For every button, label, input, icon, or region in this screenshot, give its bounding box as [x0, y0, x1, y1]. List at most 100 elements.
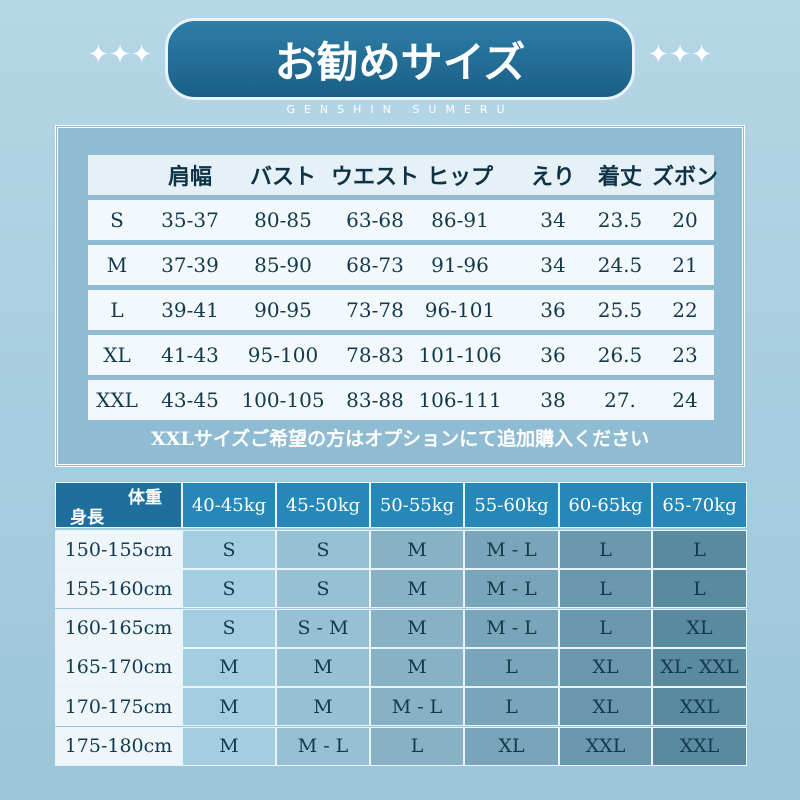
cell: 36 [540, 298, 566, 322]
cell: XXL [652, 726, 747, 766]
cell: S [182, 608, 276, 648]
cell: M [106, 253, 128, 277]
cell: 22 [672, 298, 698, 322]
cell: XXL [559, 726, 652, 766]
cell: S - M [276, 608, 370, 648]
column-header: 肩幅 [167, 164, 212, 190]
cell: XL [103, 343, 131, 367]
cell: 35-37 [161, 208, 219, 232]
cell: 85-90 [254, 253, 312, 277]
cell: 34 [540, 208, 566, 232]
cell: 39-41 [161, 298, 219, 322]
cell: 43-45 [161, 388, 219, 412]
row-bg [88, 200, 714, 240]
column-header: バスト [249, 164, 316, 190]
cell: XL [559, 647, 652, 687]
cell: M - L [464, 569, 559, 609]
row-bg [88, 245, 714, 285]
cell: L [110, 298, 124, 322]
header-row-bg [88, 155, 714, 195]
cell: XL- XXL [652, 647, 747, 687]
cell: 80-85 [254, 208, 312, 232]
sparkle: ✦✦✦ [647, 40, 713, 70]
column-header: 60-65kg [559, 482, 652, 528]
cell: 24 [672, 388, 698, 412]
cell: 34 [540, 253, 566, 277]
row-header: 160-165cm [55, 608, 182, 648]
cell: L [559, 608, 652, 648]
column-header: 55-60kg [464, 482, 559, 528]
cell: 73-78 [346, 298, 404, 322]
cell: L [559, 569, 652, 609]
cell: M [370, 608, 464, 648]
cell: M [276, 647, 370, 687]
cell: L [464, 687, 559, 727]
cell: 20 [672, 208, 698, 232]
row-bg [88, 290, 714, 330]
cell: S [276, 569, 370, 609]
cell: S [182, 530, 276, 569]
cell: 38 [540, 388, 566, 412]
cell: 90-95 [254, 298, 312, 322]
cell: M [182, 647, 276, 687]
cell: 100-105 [241, 388, 325, 412]
cell: M - L [464, 608, 559, 648]
cell: 95-100 [247, 343, 319, 367]
note: XXLサイズご希望の方はオプションにて追加購入ください [150, 427, 650, 450]
row-header: 175-180cm [55, 726, 182, 766]
cell: L [464, 647, 559, 687]
cell: XL [464, 726, 559, 766]
cell: L [370, 726, 464, 766]
cell: 96-101 [424, 298, 496, 322]
cell: M [182, 726, 276, 766]
cell: XL [559, 687, 652, 727]
cell: L [559, 530, 652, 569]
cell: 41-43 [161, 343, 219, 367]
cell: 27. [604, 388, 636, 412]
cell: XXL [652, 687, 747, 727]
cell: XXL [96, 388, 138, 412]
corner [55, 482, 182, 528]
column-header: ヒップ [426, 164, 493, 190]
subtitle: GENSHIN SUMERU [286, 102, 514, 116]
cell: M - L [276, 726, 370, 766]
column-header: ズボン [651, 164, 718, 190]
cell: 26.5 [597, 343, 643, 367]
cell: 63-68 [346, 208, 404, 232]
column-header: 45-50kg [276, 482, 370, 528]
column-header: 65-70kg [652, 482, 747, 528]
sparkle: ✦✦✦ [87, 40, 153, 70]
cell: S [110, 208, 124, 232]
row-header: 165-170cm [55, 647, 182, 687]
cell: M - L [464, 530, 559, 569]
row-bg [88, 335, 714, 375]
cell: 68-73 [346, 253, 404, 277]
cell: 106-111 [418, 388, 502, 412]
cell: M [182, 687, 276, 727]
row-header: 155-160cm [55, 569, 182, 609]
cell: 23 [672, 343, 698, 367]
cell: 23.5 [597, 208, 643, 232]
cell: 91-96 [431, 253, 489, 277]
cell: M [370, 569, 464, 609]
banner [165, 18, 635, 100]
row-header: 150-155cm [55, 530, 182, 569]
cell: 36 [540, 343, 566, 367]
cell: M [276, 687, 370, 727]
cell: 21 [672, 253, 698, 277]
cell: XL [652, 608, 747, 648]
title: お勧めサイズ [274, 37, 526, 87]
cell: L [652, 530, 747, 569]
cell: M - L [370, 687, 464, 727]
column-header: 50-55kg [370, 482, 464, 528]
column-header: 40-45kg [182, 482, 276, 528]
cell: 24.5 [597, 253, 643, 277]
column-header: ウエスト [330, 164, 419, 190]
cell: 78-83 [346, 343, 404, 367]
height-label: 身長 [70, 507, 104, 528]
cell: S [182, 569, 276, 609]
cell: 37-39 [161, 253, 219, 277]
cell: S [276, 530, 370, 569]
row-bg [88, 380, 714, 420]
